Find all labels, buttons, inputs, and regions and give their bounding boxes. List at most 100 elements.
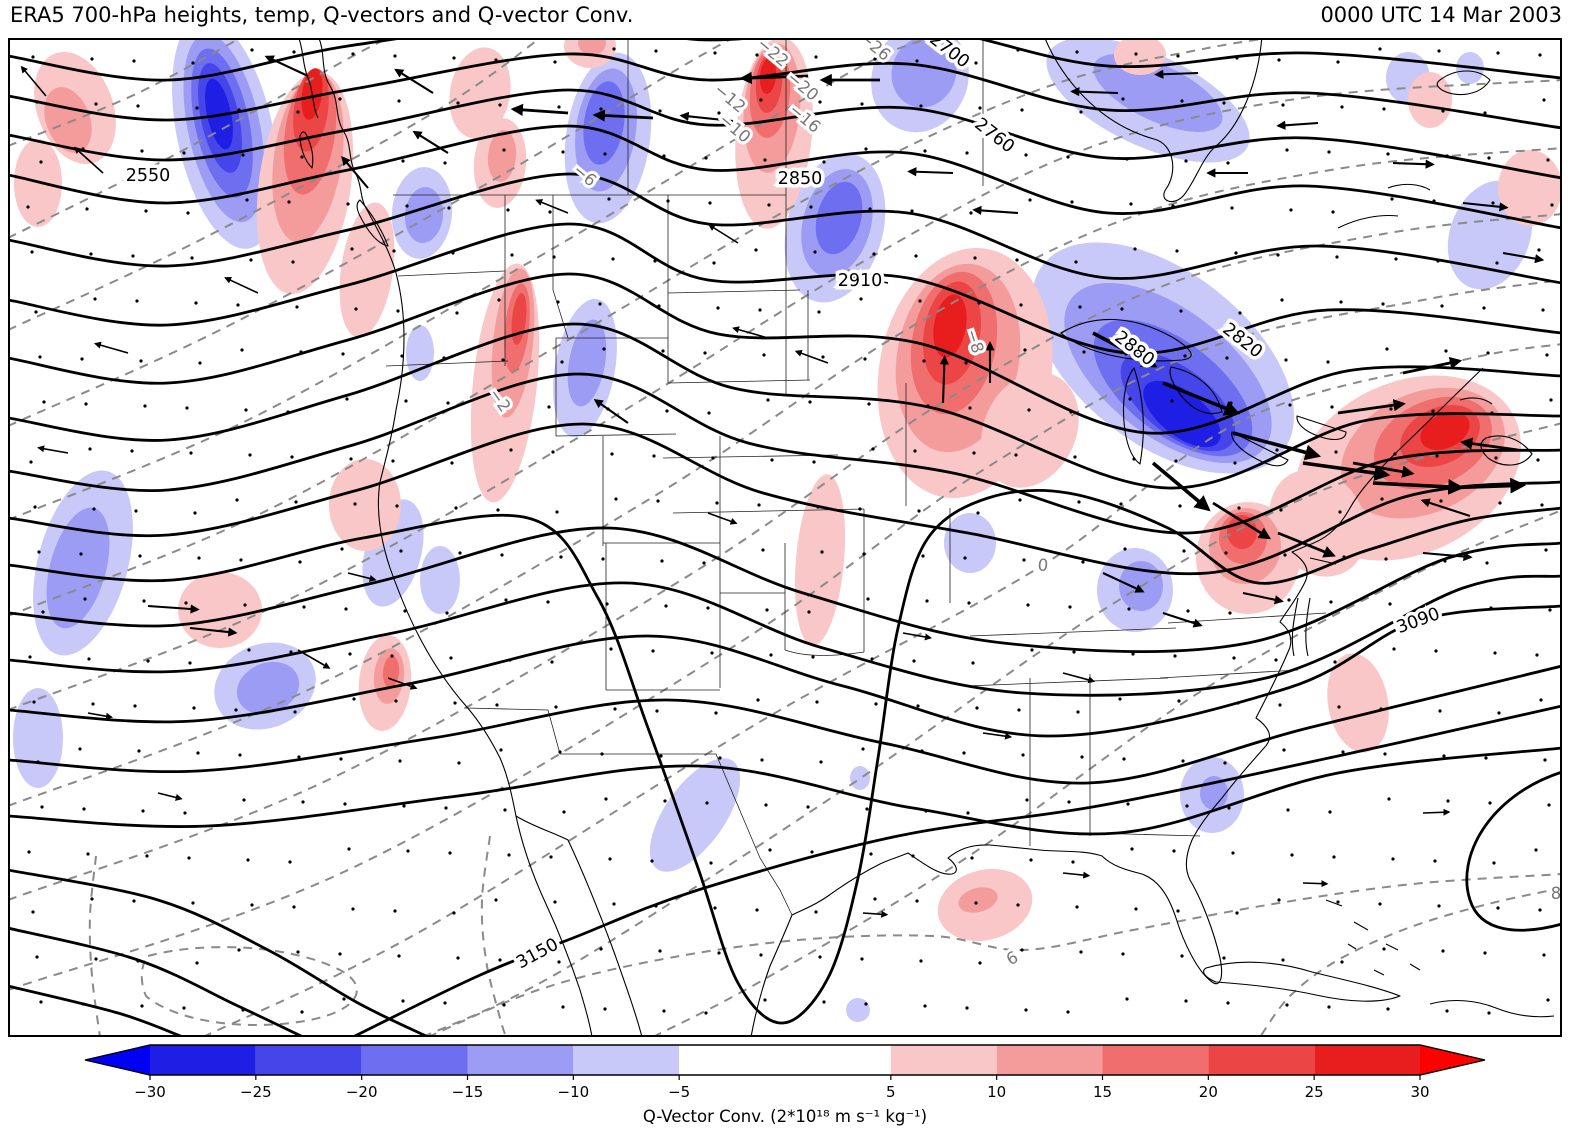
qvector-dot [1133,247,1137,251]
qvector-dot [1275,448,1279,452]
coastline [750,367,1484,1037]
qvector-dot [185,406,189,410]
height-contour-line [8,52,1562,130]
qvector-dot [1328,810,1332,814]
qvector-dot [654,904,658,908]
qvector-dot [292,50,296,54]
qvector-dot [963,556,967,560]
colorbar-segment [361,1045,468,1075]
qvector-dot [810,850,814,854]
qvector-dot [1132,457,1136,461]
qvector-dot [39,1000,43,1004]
qvector-dot [912,659,916,663]
qvector-dot [978,961,982,965]
qvector-dot [557,960,561,964]
qvector-dot [1490,411,1494,415]
qvector-dot [660,559,664,563]
qvector-arrow [862,910,889,918]
qvector-dot [1547,803,1551,807]
qvector-dot [293,710,297,714]
coastline [1044,38,1263,203]
qvector-dot [296,110,300,114]
qvector-dot [354,307,358,311]
qvector-dot [1378,47,1382,51]
colorbar-tick-label: 20 [1199,1083,1218,1101]
qvector-dot [708,201,712,205]
qvector-dot [299,350,303,354]
qvector-dot [182,151,186,155]
qvector-dot [1236,701,1240,705]
qvector-arrow [1212,501,1272,540]
qvector-arrow [93,341,129,354]
qvector-dot [290,455,294,459]
qvector-dot [1436,259,1440,263]
qvector-dot [341,352,345,356]
qvector-dot [915,899,919,903]
qvector-dot [920,749,924,753]
qvector-dot [653,259,657,263]
qvector-dot [406,849,410,853]
qvector-dot [499,748,503,752]
qvector-dot [1121,952,1125,956]
qvector-dot [83,597,87,601]
qvector-dot [1027,408,1031,412]
qvector-dot [557,105,561,109]
qvector-dot [1079,950,1083,954]
qvector-dot [1285,148,1289,152]
qvector-dot [90,897,94,901]
coastline [1122,367,1144,465]
qvector-arrow [1062,672,1096,684]
qvector-dot [1440,304,1444,308]
colorbar-tick-label: −20 [346,1083,378,1101]
qvector-dot [391,459,395,463]
colorbar-over-arrow [1420,1045,1485,1075]
qvector-dot [1223,761,1227,765]
qvector-dot [1030,648,1034,652]
qvector-dot [650,859,654,863]
qvector-dot [1495,261,1499,265]
qvector-dot [247,648,251,652]
qvector-dot [198,361,202,365]
qvector-dot [1066,155,1070,159]
qvector-dot [145,854,149,858]
qvector-dot [610,452,614,456]
temp-contour-line [8,38,736,427]
qvector-dot [240,348,244,352]
qvector-dot [1550,203,1554,207]
convergence-blob [578,38,606,55]
qvector-dot [1017,708,1021,712]
qvector-dot [1335,255,1339,259]
divergence-blob [583,81,625,165]
qvector-dot [713,906,717,910]
qvector-dot [452,56,456,60]
qvector-dot [1485,561,1489,565]
qvector-dot [814,55,818,59]
qvector-dot [1441,949,1445,953]
qvector-dot [1238,311,1242,315]
qvector-dot [1498,501,1502,505]
qvector-dot [1231,851,1235,855]
qvector-dot [32,700,36,704]
qvector-dot [184,601,188,605]
qvector-dot [402,804,406,808]
qvector-dot [1227,806,1231,810]
colorbar-segment [1102,1045,1209,1075]
qvector-dot [704,1011,708,1015]
qvector-dot [400,354,404,358]
divergence-blob [13,688,63,788]
qvector-dot [1176,54,1180,58]
temp-contour-line [480,835,507,1037]
qvector-dot [1075,50,1079,54]
qvector-dot [235,498,239,502]
qvector-dot [345,397,349,401]
qvector-dot [1029,858,1033,862]
qvector-dot [1015,258,1019,262]
qvector-dot [1279,508,1283,512]
colorbar-segment [573,1045,680,1075]
qvector-dot [187,856,191,860]
state-border [465,707,793,916]
qvector-arrow [592,109,654,122]
qvector-dot [35,955,39,959]
qvector-dot [718,756,722,760]
qvector-dot [1394,257,1398,261]
